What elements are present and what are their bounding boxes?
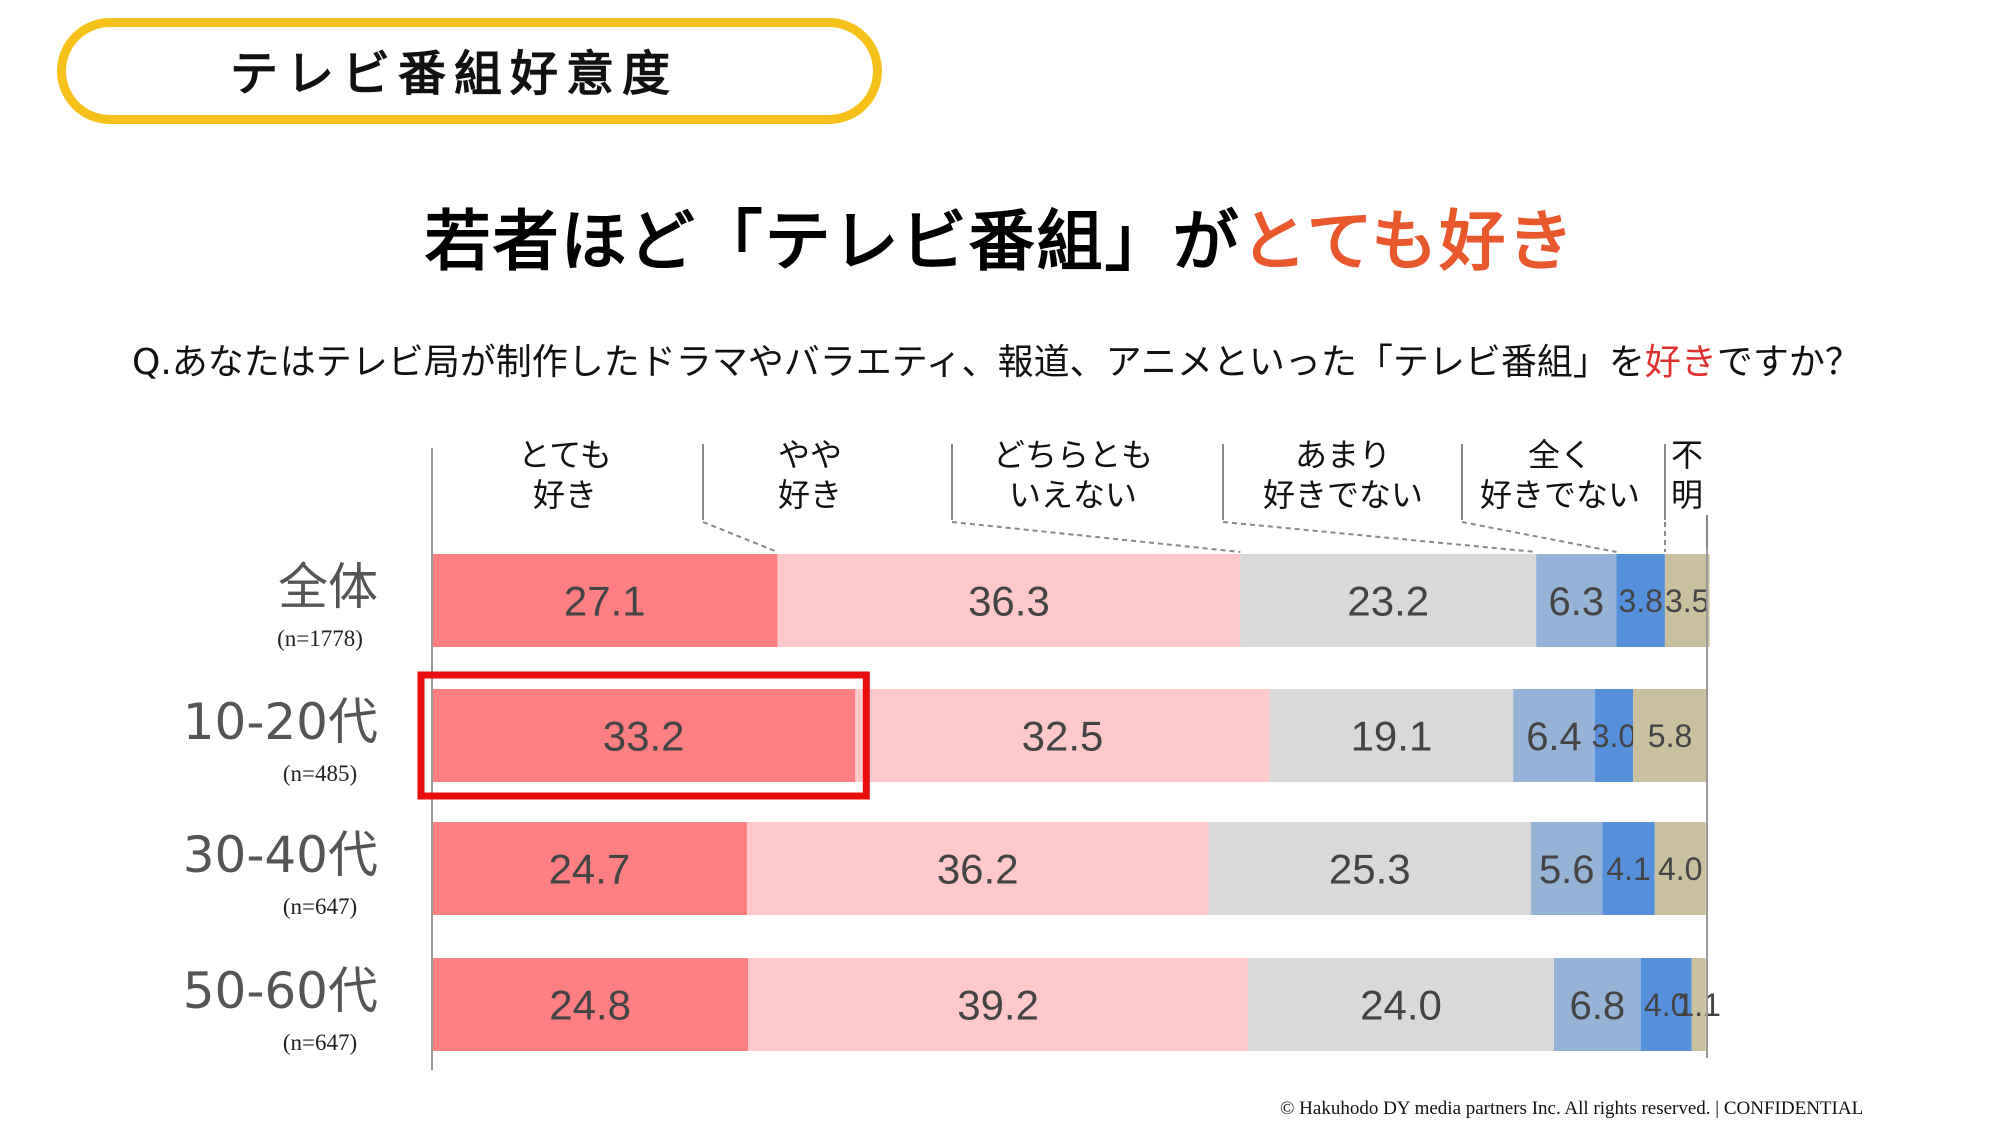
bar-segment bbox=[432, 689, 856, 782]
headline: 若者ほど「テレビ番組」がとても好き bbox=[0, 188, 2000, 284]
data-label: 23.2 bbox=[1347, 578, 1429, 625]
bar-segment bbox=[748, 958, 1248, 1051]
data-label: 24.0 bbox=[1360, 982, 1442, 1029]
sample-size-label: (n=1778) bbox=[277, 626, 363, 651]
bar-segment bbox=[1554, 958, 1641, 1051]
sample-size-label: (n=647) bbox=[283, 1030, 357, 1055]
legend-label: 好きでない bbox=[1263, 476, 1423, 514]
bar-segment bbox=[432, 958, 749, 1051]
bar-segment bbox=[1602, 822, 1655, 915]
legend-leader-line bbox=[702, 521, 778, 553]
data-label: 4.0 bbox=[1644, 987, 1688, 1023]
question-prefix: Q.あなたはテレビ局が制作したドラマやバラエティ、報道、アニメといった「テレビ番… bbox=[132, 342, 1645, 383]
legend-label: やや bbox=[778, 436, 842, 474]
data-label: 1.1 bbox=[1676, 987, 1720, 1023]
legend-label: いえない bbox=[1009, 476, 1137, 514]
data-label: 4.0 bbox=[1658, 851, 1702, 887]
legend-label: 全く bbox=[1528, 436, 1592, 474]
bar-segment bbox=[1208, 822, 1532, 915]
highlight-box bbox=[417, 671, 870, 800]
category-label: 10-20代 bbox=[183, 693, 378, 751]
legend-label: 好きでない bbox=[1480, 476, 1640, 514]
sample-size-label: (n=485) bbox=[283, 761, 357, 786]
bar-segment bbox=[1531, 822, 1603, 915]
bar-segment bbox=[1633, 689, 1707, 782]
legend-label: 明 bbox=[1671, 476, 1703, 514]
data-label: 39.2 bbox=[957, 982, 1039, 1029]
bar-segment bbox=[1536, 554, 1617, 647]
data-label: 3.5 bbox=[1665, 583, 1709, 619]
survey-question: Q.あなたはテレビ局が制作したドラマやバラエティ、報道、アニメといった「テレビ番… bbox=[132, 333, 1861, 385]
data-label: 36.3 bbox=[968, 578, 1050, 625]
legend-label: 好き bbox=[533, 476, 597, 514]
bar-segment bbox=[1513, 689, 1595, 782]
bar-segment bbox=[1594, 689, 1634, 782]
bar-segment bbox=[1248, 958, 1554, 1051]
bar-segment bbox=[432, 554, 778, 647]
data-label: 6.3 bbox=[1549, 580, 1605, 624]
data-label: 25.3 bbox=[1329, 846, 1411, 893]
data-label: 4.1 bbox=[1606, 851, 1650, 887]
data-label: 5.8 bbox=[1648, 718, 1692, 754]
legend-leader-line bbox=[951, 521, 1241, 553]
bar-segment bbox=[1664, 554, 1710, 647]
bar-segment bbox=[1654, 822, 1706, 915]
legend-label: どちらとも bbox=[993, 436, 1153, 474]
sample-size-label: (n=647) bbox=[283, 894, 357, 919]
question-suffix: ですか？ bbox=[1716, 342, 1861, 383]
headline-accent: とても好き bbox=[1240, 203, 1576, 280]
bar-segment bbox=[1269, 689, 1514, 782]
bar-segment bbox=[432, 822, 747, 915]
data-label: 3.0 bbox=[1592, 718, 1636, 754]
headline-prefix: 若者ほど「テレビ番組」が bbox=[424, 203, 1241, 280]
data-label: 33.2 bbox=[603, 713, 685, 760]
category-label: 30-40代 bbox=[183, 826, 378, 884]
bar-segment bbox=[855, 689, 1270, 782]
bar-segment bbox=[777, 554, 1241, 647]
data-label: 36.2 bbox=[937, 846, 1019, 893]
bar-segment bbox=[746, 822, 1209, 915]
legend-label: あまり bbox=[1295, 436, 1391, 474]
data-label: 6.4 bbox=[1526, 715, 1582, 759]
section-badge bbox=[57, 18, 882, 124]
data-label: 24.8 bbox=[549, 982, 631, 1029]
legend-label: 不 bbox=[1671, 436, 1703, 474]
data-label: 27.1 bbox=[564, 578, 646, 625]
category-label: 50-60代 bbox=[183, 962, 378, 1020]
legend-leader-line bbox=[1222, 521, 1537, 553]
data-label: 5.6 bbox=[1539, 848, 1595, 892]
category-label: 全体 bbox=[278, 558, 378, 616]
data-label: 24.7 bbox=[549, 846, 631, 893]
legend-label: とても bbox=[518, 436, 611, 474]
data-label: 6.8 bbox=[1570, 984, 1626, 1028]
bar-segment bbox=[1691, 958, 1706, 1051]
bar-segment bbox=[1240, 554, 1537, 647]
question-accent: 好き bbox=[1644, 342, 1717, 383]
section-title: テレビ番組好意度 bbox=[230, 46, 679, 102]
data-label: 3.8 bbox=[1618, 583, 1662, 619]
bar-segment bbox=[1616, 554, 1665, 647]
bar-segment bbox=[1640, 958, 1692, 1051]
legend-label: 好き bbox=[778, 476, 842, 514]
data-label: 32.5 bbox=[1022, 713, 1104, 760]
data-label: 19.1 bbox=[1351, 713, 1433, 760]
copyright-footer: © Hakuhodo DY media partners Inc. All ri… bbox=[1280, 1098, 1864, 1119]
